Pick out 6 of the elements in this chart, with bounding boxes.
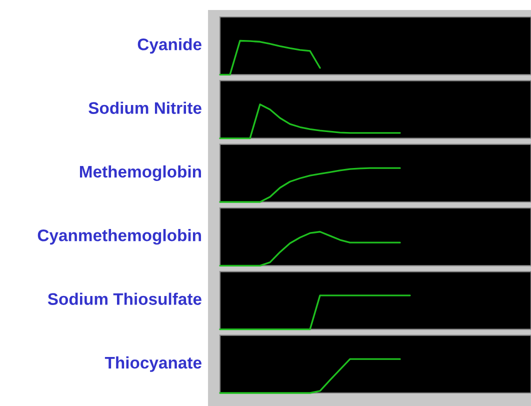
y-axis-title: Cyanmethemoglobin: [38, 229, 201, 245]
y-axis-title: Cyanide: [138, 38, 202, 54]
y-axis-title: Methemoglobin: [80, 165, 201, 181]
y-axis-title: Sodium Thiosulfate: [48, 292, 202, 305]
y-axis-title: Thiocyanate: [104, 356, 202, 372]
y-axis-title: Sodium Nitrite: [88, 102, 202, 114]
